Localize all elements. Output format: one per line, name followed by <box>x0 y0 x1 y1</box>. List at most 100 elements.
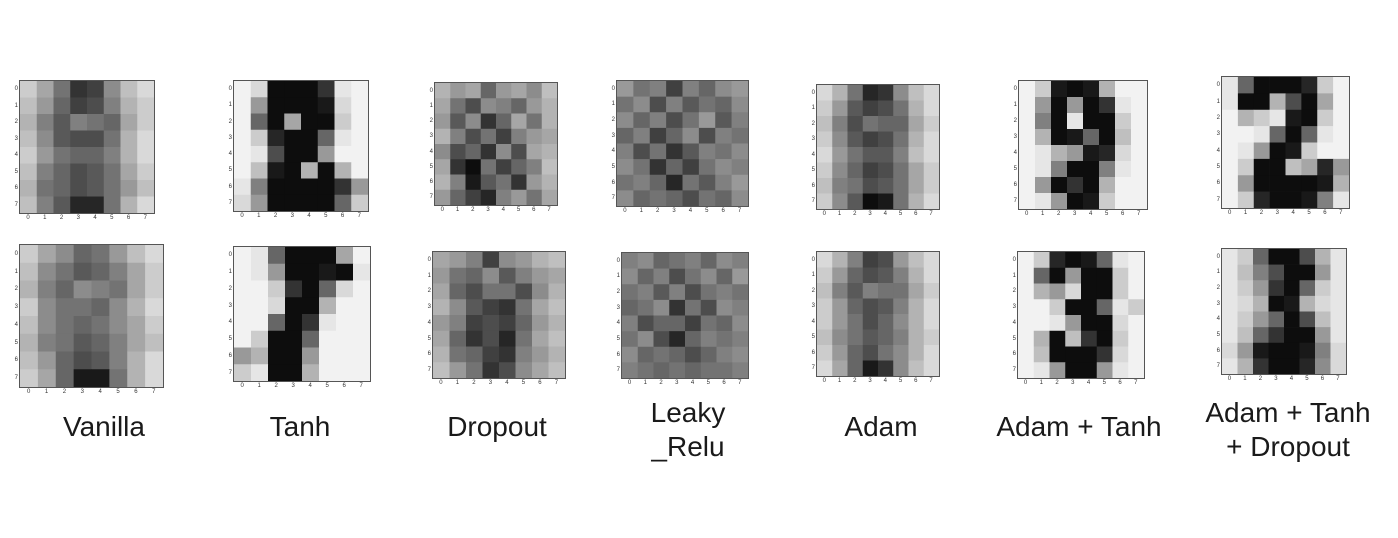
pixel-cell <box>832 314 848 330</box>
x-tick-labels: 0 1 2 3 4 5 6 7 <box>20 215 154 223</box>
pixel-cell <box>1237 77 1255 94</box>
y-tick-label: 3 <box>429 133 433 140</box>
pixel-cell <box>715 174 732 191</box>
pixel-cell <box>633 174 651 191</box>
pixel-cell <box>617 159 634 176</box>
pixel-cell <box>878 345 894 361</box>
pixel-cell <box>55 280 74 299</box>
x-tick-label: 1 <box>1041 211 1045 217</box>
pixel-cell <box>1067 161 1084 178</box>
pixel-cell <box>847 298 864 315</box>
y-tick-label: 0 <box>14 86 18 93</box>
pixel-cell <box>334 129 352 147</box>
pixel-cell <box>682 127 700 144</box>
pixel-cell <box>1018 346 1035 363</box>
x-tick-label: 0 <box>26 215 30 221</box>
image-panel-bottom: 0 1 2 3 4 5 6 7 0 1 2 3 4 5 6 7 <box>617 252 749 386</box>
pixel-cell <box>1253 158 1270 176</box>
pixel-cell <box>548 346 565 363</box>
x-tick-label: 2 <box>274 383 278 389</box>
pixel-cell <box>87 180 105 197</box>
pixel-cell <box>637 331 654 348</box>
x-tick-label: 1 <box>43 215 47 221</box>
pixel-cell <box>251 364 269 381</box>
pixel-cell <box>515 330 533 347</box>
pixel-cell <box>511 159 527 175</box>
y-tick-label: 2 <box>1013 118 1017 124</box>
pixel-cell <box>1299 249 1316 265</box>
pixel-cell <box>893 85 909 101</box>
y-tick-label: 1 <box>811 272 815 279</box>
x-tick-label: 7 <box>359 383 363 389</box>
y-tick-label: 7 <box>616 367 620 374</box>
pixel-cell <box>1083 193 1100 209</box>
pixel-cell <box>1099 97 1116 114</box>
pixel-cell <box>317 113 335 131</box>
pixel-cell <box>908 345 925 361</box>
pixel-cell <box>120 81 138 98</box>
pixel-cell <box>893 100 909 117</box>
y-tick-labels: 0 1 2 3 4 5 6 7 <box>424 83 433 205</box>
pixel-cell <box>908 178 925 194</box>
pixel-cell <box>234 178 252 196</box>
pixel-cell <box>817 100 833 117</box>
x-tick-label: 5 <box>898 211 903 217</box>
pixel-cell <box>435 98 451 114</box>
y-tick-label: 4 <box>228 319 232 326</box>
pixel-cell <box>923 85 939 101</box>
y-tick-label: 4 <box>811 151 815 158</box>
pixel-cell <box>251 263 269 281</box>
pixel-cell <box>817 178 833 194</box>
pixel-cell <box>832 360 848 376</box>
pixel-cell <box>234 297 252 315</box>
column-caption: Dropout <box>397 410 597 444</box>
pixel-cell <box>1035 129 1052 146</box>
pixel-cell <box>1237 142 1255 160</box>
y-tick-label: 6 <box>611 179 615 186</box>
pixel-cell <box>70 180 88 197</box>
pixel-cell <box>36 147 54 164</box>
pixel-cell <box>893 329 909 346</box>
y-tick-label: 7 <box>14 375 18 382</box>
pixel-cell <box>700 331 717 348</box>
pixel-cell <box>1299 264 1316 281</box>
pixel-cell <box>1253 264 1269 281</box>
pixel-cell <box>637 362 654 378</box>
y-tick-label: 7 <box>1216 363 1220 370</box>
pixel-cell <box>1284 311 1300 328</box>
y-tick-label: 3 <box>1012 304 1016 311</box>
pixel-cell <box>923 178 939 194</box>
pixel-cell <box>908 360 925 376</box>
x-tick-label: 2 <box>853 378 857 384</box>
pixel-cell <box>893 267 909 284</box>
pixel-cell <box>145 316 163 335</box>
pixel-cell <box>435 159 451 175</box>
pixel-cell <box>127 369 146 387</box>
x-tick-label: 1 <box>837 211 842 217</box>
pixel-cell <box>862 147 879 163</box>
pixel-cell <box>526 128 543 145</box>
x-tick-label: 0 <box>1023 380 1028 386</box>
pixel-cell <box>1315 311 1331 328</box>
pixel-cell <box>334 146 352 163</box>
pixel-cell <box>482 283 500 300</box>
pixel-cell <box>732 268 748 285</box>
pixel-cell <box>1067 193 1084 209</box>
pixel-cell <box>548 362 565 378</box>
pixel-cell <box>817 252 833 268</box>
pixel-cell <box>137 97 154 115</box>
pixel-cell <box>908 329 925 346</box>
pixel-cell <box>1269 93 1286 111</box>
pixel-cell <box>466 315 483 332</box>
pixel-cell <box>832 298 848 315</box>
pixel-cell <box>317 178 335 196</box>
pixel-cell <box>1067 129 1084 146</box>
y-tick-label: 4 <box>611 148 615 155</box>
pixel-cell <box>250 194 268 211</box>
pixel-cell <box>1301 175 1318 192</box>
pixel-cell <box>1315 327 1331 344</box>
pixel-cell <box>285 347 303 365</box>
pixel-cell <box>353 280 370 298</box>
pixel-cell <box>878 329 894 346</box>
x-tick-label: 1 <box>639 208 643 214</box>
